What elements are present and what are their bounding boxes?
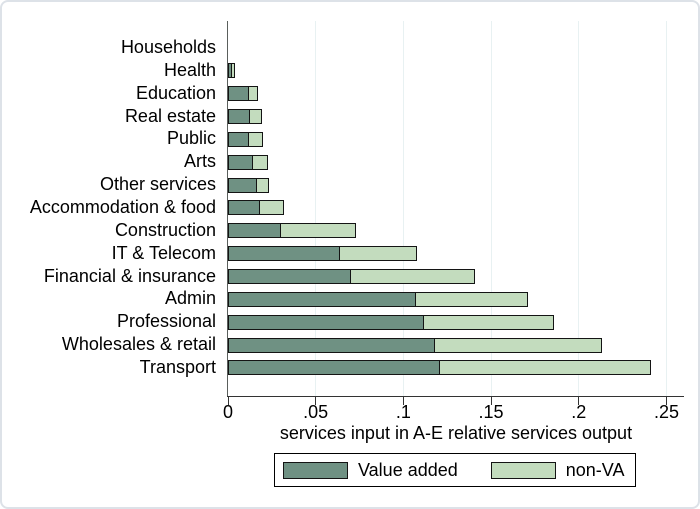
x-tick xyxy=(490,397,492,405)
legend: Value added non-VA xyxy=(274,453,636,487)
bar-row xyxy=(228,154,684,172)
category-label: Accommodation & food xyxy=(29,196,216,217)
bar-segment-non-va xyxy=(339,246,418,262)
bar-segment-non-va xyxy=(248,131,264,147)
bar-segment-non-va xyxy=(423,314,555,330)
bar-segment-value-added xyxy=(228,131,250,147)
plot-area: 0 .05 .1 .15 .2 .25 xyxy=(223,21,684,422)
bar-segment-value-added xyxy=(228,109,250,125)
category-label: Transport xyxy=(139,356,216,377)
category-label: Education xyxy=(135,82,216,103)
x-tick xyxy=(402,397,404,405)
bar-segment-non-va xyxy=(279,223,357,239)
bar-row xyxy=(228,86,684,103)
bar-row xyxy=(228,109,684,126)
bar-row xyxy=(228,223,684,240)
bar-segment-value-added xyxy=(228,200,260,216)
bar-row xyxy=(228,177,684,195)
bar-segment-value-added xyxy=(228,337,435,353)
x-tick xyxy=(227,397,229,405)
category-label: Health xyxy=(163,59,216,80)
x-axis-line xyxy=(227,396,684,397)
bar-row xyxy=(228,246,684,263)
bar-segment-non-va xyxy=(439,360,651,376)
x-tick-label: .25 xyxy=(653,402,679,422)
legend-swatch-non-va xyxy=(490,461,556,479)
bar-segment-non-va xyxy=(248,109,263,125)
bar-segment-non-va xyxy=(433,337,602,353)
x-tick-label: .2 xyxy=(571,402,587,422)
gridline xyxy=(315,21,317,396)
bar-row xyxy=(228,269,684,286)
bar-segment-non-va xyxy=(349,269,476,284)
legend-label-non-va: non-VA xyxy=(565,460,625,480)
x-tick-label: .1 xyxy=(395,402,411,422)
category-label: Admin xyxy=(164,288,216,309)
bar-row xyxy=(228,63,684,80)
bar-segment-value-added xyxy=(228,86,250,102)
x-tick xyxy=(315,397,317,405)
bar-segment-value-added xyxy=(228,360,441,376)
category-label: Wholesales & retail xyxy=(61,334,216,355)
legend-label-value-added: Value added xyxy=(358,460,458,480)
bar-segment-value-added xyxy=(228,154,254,170)
bar-segment-non-va xyxy=(252,154,269,170)
category-label: Professional xyxy=(116,311,216,332)
bar-segment-non-va xyxy=(414,291,528,307)
category-label: Other services xyxy=(99,174,216,195)
bar-segment-value-added xyxy=(228,314,425,330)
gridline xyxy=(402,21,404,396)
category-label: Real estate xyxy=(124,105,216,126)
legend-swatch-value-added xyxy=(283,461,348,479)
bar-row xyxy=(228,200,684,217)
bar-segment-value-added xyxy=(228,269,351,284)
gridline xyxy=(665,21,667,396)
bar-segment-value-added xyxy=(228,291,416,307)
y-axis-line xyxy=(227,21,228,397)
category-label: Financial & insurance xyxy=(43,265,216,286)
bar-row xyxy=(228,337,684,355)
category-label: Construction xyxy=(114,219,216,240)
bar-segment-value-added xyxy=(228,177,257,193)
bar-segment-non-va xyxy=(248,86,258,102)
gridline xyxy=(490,21,492,396)
category-label: Households xyxy=(120,37,216,57)
bar-row xyxy=(228,41,684,58)
x-axis-title: services input in A-E relative services … xyxy=(279,423,633,443)
bar-row xyxy=(228,291,684,309)
category-label: Public xyxy=(166,128,216,149)
bar-segment-non-va xyxy=(258,200,285,216)
bar-segment-value-added xyxy=(228,246,341,262)
gridline xyxy=(578,21,580,396)
x-tick xyxy=(578,397,580,405)
x-tick-label: 0 xyxy=(222,402,233,422)
bar-row xyxy=(228,314,684,332)
x-tick xyxy=(665,397,667,405)
category-label: Arts xyxy=(183,151,216,172)
bar-segment-non-va xyxy=(230,63,235,79)
bar-segment-non-va xyxy=(255,177,270,193)
x-tick-label: .15 xyxy=(478,402,504,422)
bar-row xyxy=(228,131,684,149)
bar-row xyxy=(228,360,684,377)
bar-segment-value-added xyxy=(228,223,281,239)
category-label: IT & Telecom xyxy=(111,242,216,263)
x-tick-label: .05 xyxy=(303,402,329,422)
